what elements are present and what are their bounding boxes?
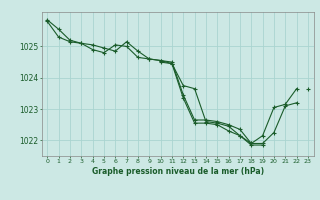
X-axis label: Graphe pression niveau de la mer (hPa): Graphe pression niveau de la mer (hPa) bbox=[92, 167, 264, 176]
